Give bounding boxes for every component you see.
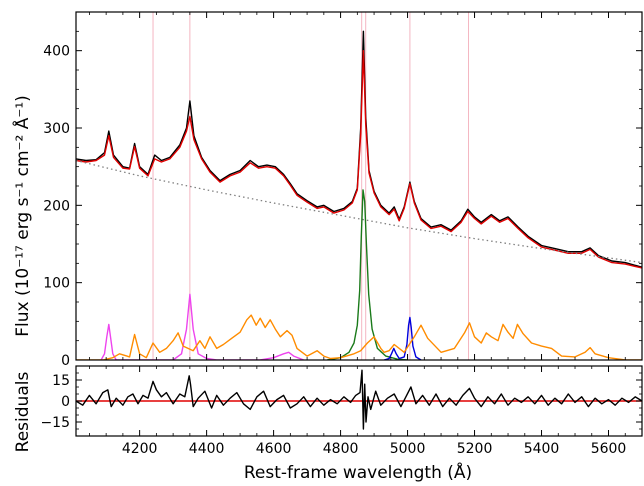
x-tick-label-5600: 5600: [591, 441, 627, 457]
y-tick-label-4: 400: [43, 44, 70, 60]
residuals-plot-area: [76, 369, 642, 430]
y-tick-label-0: −15: [40, 415, 70, 431]
x-tick-label-5200: 5200: [457, 441, 493, 457]
x-tick-label-4600: 4600: [256, 441, 292, 457]
y-tick-label-0: 0: [61, 353, 70, 369]
series-continuum: [76, 159, 642, 264]
residuals-panel: 4200 4400 4600 4800 5000 5200 5400 5600 −15 0 15: [40, 365, 643, 457]
x-tick-label-5400: 5400: [524, 441, 560, 457]
series-narrow-lines: [100, 293, 304, 360]
x-tick-label-4400: 4400: [189, 441, 225, 457]
flux-axis-label: Flux (10⁻¹⁷ erg s⁻¹ cm⁻² Å⁻¹): [11, 95, 33, 337]
wavelength-axis-label: Rest-frame wavelength (Å): [244, 461, 472, 483]
flux-panel: 0 100 200 300 400: [43, 11, 643, 369]
series-residuals: [76, 369, 642, 430]
series-model: [76, 50, 642, 269]
residuals-axis-label: Residuals: [13, 372, 33, 453]
series-broad-hbeta: [327, 189, 408, 360]
x-tick-label-5000: 5000: [390, 441, 426, 457]
y-tick-label-1: 100: [43, 276, 70, 292]
y-tick-label-2: 15: [52, 373, 70, 389]
y-tick-label-3: 300: [43, 121, 70, 137]
y-tick-label-1: 0: [61, 394, 70, 410]
x-tick-label-4200: 4200: [122, 441, 158, 457]
x-tick-label-4800: 4800: [323, 441, 359, 457]
y-tick-label-2: 200: [43, 198, 70, 214]
